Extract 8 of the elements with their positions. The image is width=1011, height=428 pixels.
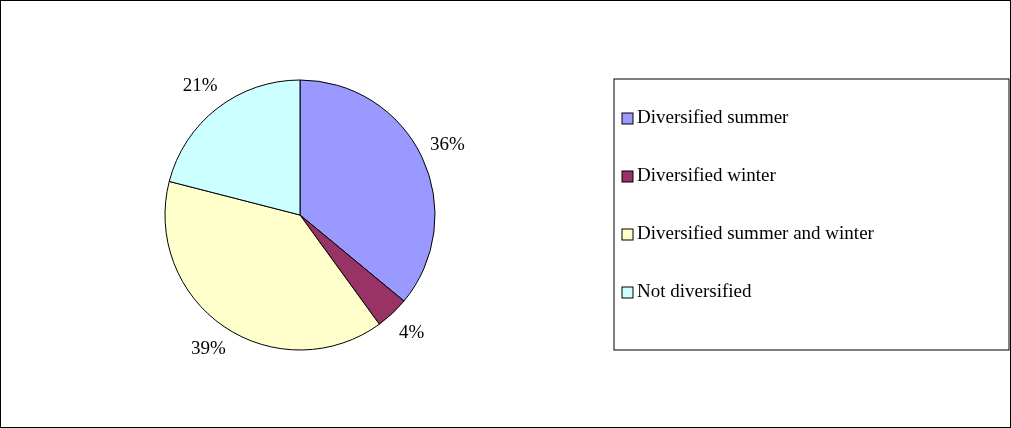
data-label: 21% — [182, 73, 218, 95]
legend-label: Diversified summer — [637, 106, 790, 128]
data-label: 36% — [430, 132, 466, 154]
data-label: 4% — [398, 321, 425, 343]
legend-label: Diversified summer and winter — [637, 222, 875, 244]
data-label: 39% — [190, 337, 226, 359]
legend-label: Diversified winter — [637, 164, 777, 186]
legend-label: Not diversified — [637, 280, 752, 302]
